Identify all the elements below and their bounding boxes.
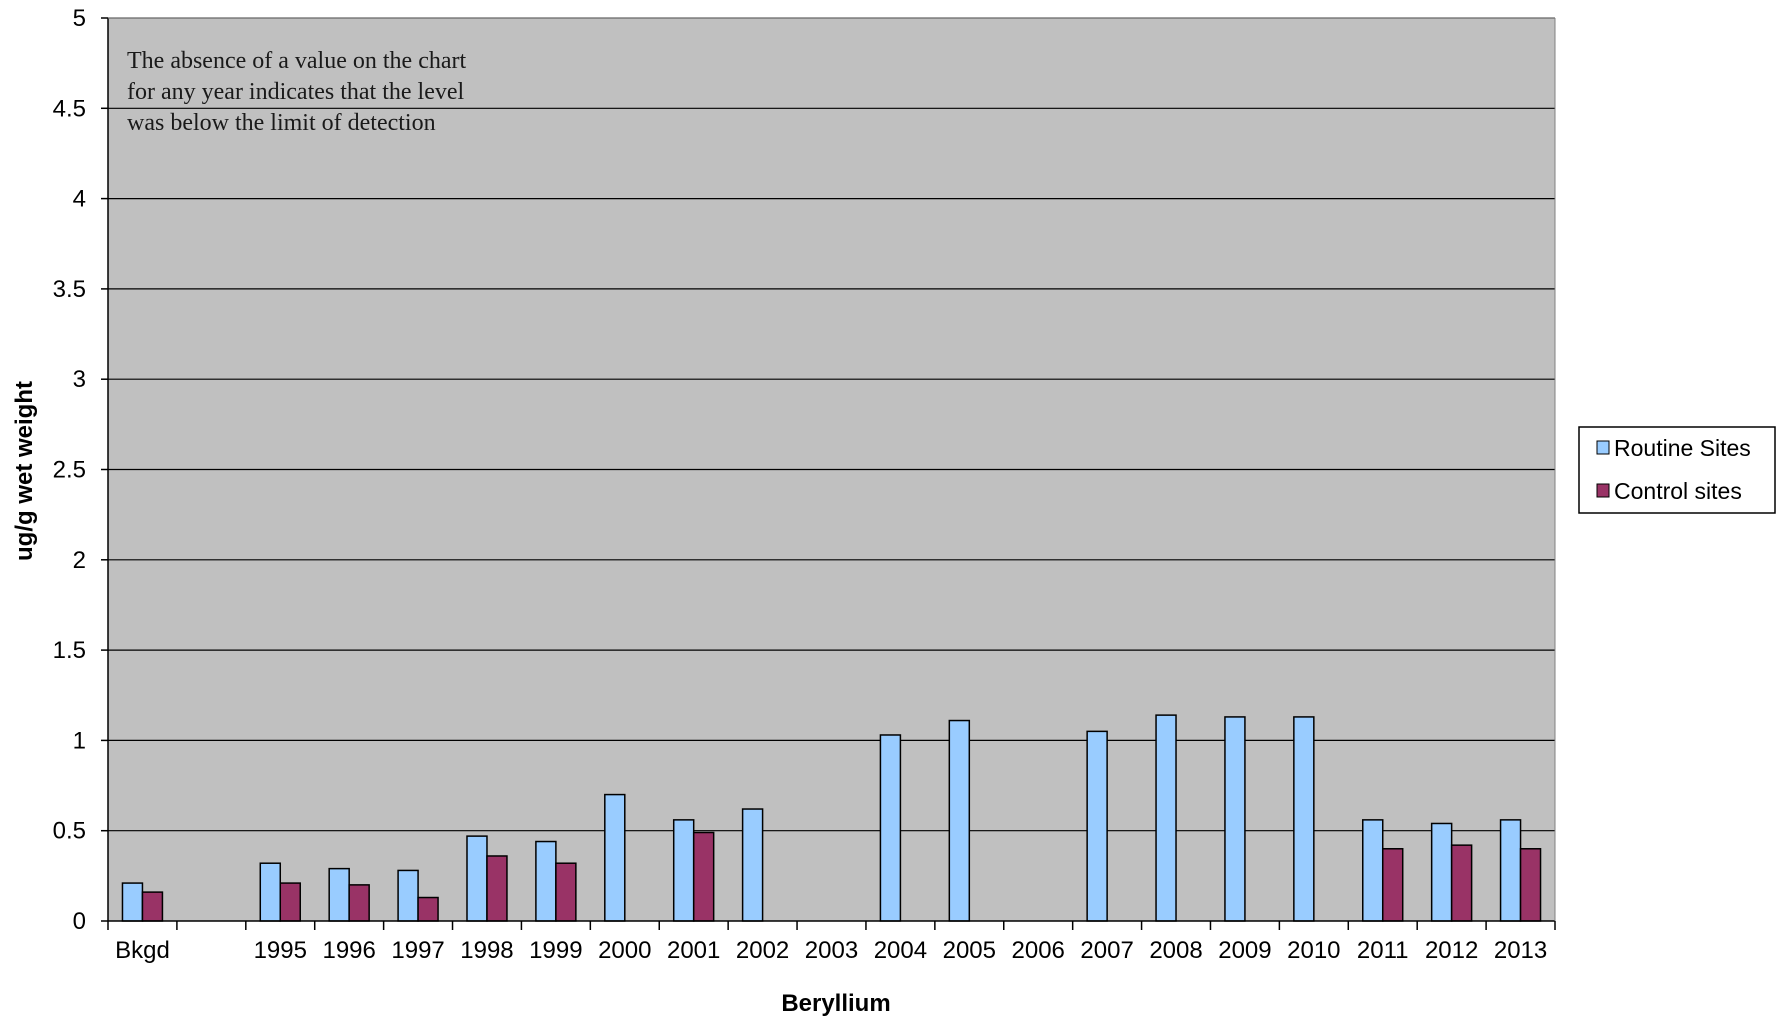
x-tick-label: 1999 xyxy=(529,937,582,964)
bar-routine-sites xyxy=(1086,730,1108,922)
bar-routine-sites xyxy=(741,808,764,922)
x-tick-label: 2007 xyxy=(1080,937,1133,964)
bar-routine-sites xyxy=(948,719,971,922)
bar-routine-sites xyxy=(328,867,350,922)
y-axis-title: ug/g wet weight xyxy=(11,381,38,561)
y-tick-label: 0 xyxy=(73,908,86,935)
y-tick-label: 2.5 xyxy=(53,457,86,484)
bar-routine-sites xyxy=(466,835,488,922)
bar-routine-sites xyxy=(397,869,419,922)
x-tick-label: 2011 xyxy=(1357,937,1409,964)
bar-control-sites xyxy=(555,862,577,922)
legend-box xyxy=(1578,426,1776,514)
bar-routine-sites xyxy=(1293,716,1315,922)
x-axis-title: Beryllium xyxy=(781,990,890,1017)
annotation-line-1: The absence of a value on the chart xyxy=(127,48,466,74)
y-tick-label: 0.5 xyxy=(53,818,86,845)
x-tick-label: 2001 xyxy=(667,937,720,964)
x-tick-label: 2006 xyxy=(1012,937,1065,964)
bar-routine-sites xyxy=(1430,822,1453,922)
x-tick-label: 2012 xyxy=(1425,937,1478,964)
legend-label-control: Control sites xyxy=(1614,478,1742,504)
x-tick-label: Bkgd xyxy=(115,937,170,964)
legend-label-routine: Routine Sites xyxy=(1614,435,1751,461)
bar-routine-sites xyxy=(604,793,626,922)
annotation-line-2: for any year indicates that the level xyxy=(127,79,465,105)
y-tick-label: 1 xyxy=(73,727,86,754)
y-tick-label: 4.5 xyxy=(53,95,86,122)
annotation-line-3: was below the limit of detection xyxy=(127,110,436,136)
x-tick-label: 1996 xyxy=(322,937,375,964)
x-tick-label: 2000 xyxy=(598,937,651,964)
x-axis-ticks: Bkgd 1995 1996 1997 1998 1999 2000 2001 2002 2003… xyxy=(107,921,1556,964)
bar-control-sites xyxy=(1450,844,1473,922)
x-tick-label: 1995 xyxy=(254,937,307,964)
x-tick-label: 1998 xyxy=(460,937,513,964)
x-tick-label: 2003 xyxy=(805,937,858,964)
x-tick-label: 2009 xyxy=(1218,937,1271,964)
bar-control-sites xyxy=(486,855,508,922)
y-tick-label: 3 xyxy=(73,366,86,393)
x-tick-label: 2005 xyxy=(943,937,996,964)
bar-control-sites xyxy=(141,891,164,922)
bar-control-sites xyxy=(1381,848,1404,922)
bar-routine-sites xyxy=(672,819,695,922)
bar-routine-sites xyxy=(1362,819,1384,922)
y-tick-label: 3.5 xyxy=(53,276,86,303)
bar-routine-sites xyxy=(1499,819,1522,922)
bar-routine-sites xyxy=(259,862,282,922)
x-tick-label: 2013 xyxy=(1494,937,1547,964)
y-tick-label: 2 xyxy=(73,547,86,574)
y-tick-label: 5 xyxy=(73,5,86,32)
y-tick-label: 1.5 xyxy=(53,637,86,664)
bar-control-sites xyxy=(417,896,439,922)
legend: Routine Sites Control sites xyxy=(1578,426,1776,514)
bar-control-sites xyxy=(1519,848,1542,922)
bar-routine-sites xyxy=(535,840,557,922)
legend-swatch-routine xyxy=(1596,440,1610,455)
x-tick-label: 2002 xyxy=(736,937,789,964)
x-tick-label: 2004 xyxy=(874,937,927,964)
bar-control-sites xyxy=(279,882,301,922)
legend-swatch-control xyxy=(1596,483,1610,498)
bars xyxy=(121,714,1542,922)
y-axis-ticks: 0 0.5 1 1.5 2 2.5 3 3.5 4 4.5 5 xyxy=(53,5,108,935)
bar-routine-sites xyxy=(1224,716,1246,922)
bar-routine-sites xyxy=(1155,714,1177,922)
chart-annotation: The absence of a value on the chart for … xyxy=(127,48,466,136)
bar-routine-sites xyxy=(879,734,902,922)
x-tick-label: 1997 xyxy=(391,937,444,964)
bar-routine-sites xyxy=(121,882,144,922)
y-tick-label: 4 xyxy=(73,186,86,213)
bar-control-sites xyxy=(692,831,715,922)
x-tick-label: 2010 xyxy=(1287,937,1340,964)
x-tick-label: 2008 xyxy=(1149,937,1202,964)
bar-control-sites xyxy=(348,884,370,922)
